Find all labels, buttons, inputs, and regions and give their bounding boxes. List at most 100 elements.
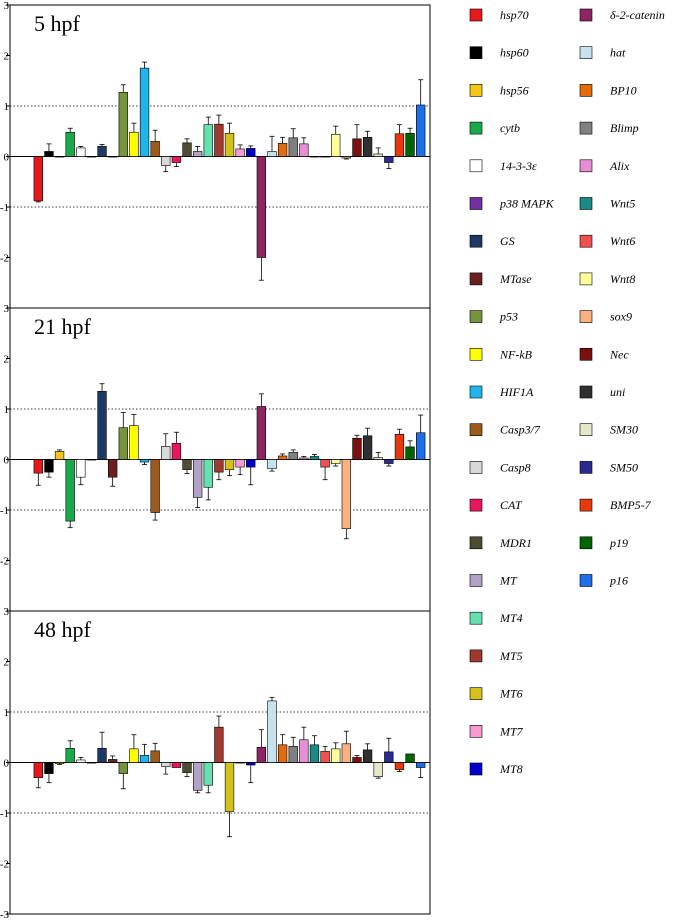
bar-3-29 — [331, 748, 341, 763]
bar-2-5 — [76, 459, 86, 478]
bar-3-30 — [341, 743, 351, 763]
panel-1: 3 2 1 0 -1 -2 5 hpf — [0, 0, 431, 309]
legend-label: MDR1 — [499, 536, 532, 550]
bar-3-36 — [405, 753, 415, 763]
bar-3-33 — [373, 762, 383, 777]
bar-2-4 — [65, 459, 75, 522]
y-tick-label: 0 — [4, 152, 10, 164]
y-tick-label: -1 — [0, 505, 9, 517]
legend-label: Wnt6 — [610, 234, 635, 248]
panel-title: 48 hpf — [34, 617, 92, 642]
bar-1-9 — [118, 92, 128, 157]
legend-swatch — [579, 159, 593, 173]
bar-3-25 — [288, 746, 298, 763]
y-tick-label: 1 — [4, 101, 10, 113]
legend-swatch — [469, 611, 483, 625]
bar-1-33 — [373, 153, 383, 157]
bar-2-29 — [331, 459, 341, 464]
y-tick-label: 2 — [4, 51, 10, 63]
y-tick-label: 3 — [4, 606, 10, 618]
bar-1-30 — [341, 156, 351, 159]
bar-1-31 — [352, 138, 362, 157]
bar-2-33 — [373, 457, 383, 460]
legend-swatch — [469, 762, 483, 776]
bar-2-3 — [54, 451, 65, 460]
bar-2-19 — [224, 459, 235, 470]
legend-label: MT — [499, 574, 518, 588]
legend-swatch — [469, 197, 483, 210]
legend-label: CAT — [500, 498, 523, 512]
legend-swatch — [469, 724, 483, 738]
bar-1-3 — [54, 156, 65, 158]
legend-label: Wnt8 — [610, 272, 635, 286]
legend-swatch — [469, 272, 483, 286]
bar-3-23 — [267, 700, 277, 763]
bar-1-10 — [129, 131, 139, 157]
legend-swatch — [579, 347, 593, 361]
bar-3-2 — [44, 762, 54, 774]
legend-swatch — [579, 272, 593, 286]
legend-swatch — [469, 310, 483, 323]
bar-1-6 — [86, 156, 97, 158]
bar-2-37 — [416, 432, 426, 460]
y-tick-label: 0 — [4, 758, 10, 770]
bar-1-25 — [288, 137, 298, 157]
bar-1-35 — [394, 133, 405, 157]
bar-1-23 — [267, 151, 277, 157]
legend-label: p19 — [609, 536, 628, 550]
legend-label: HIF1A — [499, 385, 534, 399]
bar-2-31 — [352, 437, 362, 460]
legend-label: Nec — [609, 347, 629, 361]
legend-label: MT6 — [499, 687, 523, 701]
legend-label: NF-kB — [499, 347, 533, 361]
panel-title: 5 hpf — [34, 11, 81, 36]
legend-swatch — [469, 234, 483, 248]
bar-3-31 — [352, 757, 362, 763]
y-tick-label: -1 — [0, 808, 9, 820]
legend-label: MT8 — [499, 762, 523, 776]
y-tick-label: -1 — [0, 202, 9, 214]
legend-label: hat — [610, 46, 626, 60]
y-tick-label: 1 — [4, 404, 10, 416]
bar-3-24 — [277, 744, 288, 763]
panel-3: 3 2 1 0 -1 -2 -3 48 hpf — [0, 606, 431, 921]
legend-swatch — [469, 46, 483, 60]
bar-3-16 — [192, 762, 203, 791]
bar-3-5 — [76, 759, 86, 763]
legend-swatch — [469, 121, 483, 135]
legend-swatch — [469, 159, 483, 173]
legend-label: uni — [610, 385, 625, 399]
bar-3-8 — [108, 759, 118, 763]
bar-1-21 — [246, 148, 256, 157]
bar-2-22 — [256, 406, 267, 460]
bar-1-8 — [108, 156, 118, 158]
legend-swatch — [579, 84, 593, 97]
legend-label: SM30 — [610, 423, 638, 437]
bar-3-3 — [54, 762, 65, 764]
legend-label: BP10 — [610, 83, 637, 97]
bar-2-10 — [129, 425, 139, 460]
bar-1-28 — [320, 156, 330, 158]
bar-1-17 — [203, 124, 213, 157]
bar-2-7 — [97, 391, 107, 460]
legend-swatch — [469, 574, 483, 587]
y-tick-label: -2 — [0, 859, 9, 871]
legend-label: 14-3-3ε — [500, 159, 537, 173]
bar-1-24 — [277, 143, 288, 157]
legend: hsp70 hsp60 hsp56 cytb 14-3-3ε p38 MAPK GS MTas… — [469, 8, 665, 776]
legend-swatch — [579, 385, 593, 399]
bar-2-15 — [182, 459, 192, 470]
bar-1-11 — [139, 67, 150, 157]
bar-3-10 — [129, 748, 139, 763]
legend-swatch — [579, 121, 593, 135]
legend-swatch — [469, 536, 483, 550]
bar-3-13 — [161, 762, 171, 767]
bar-1-37 — [416, 104, 426, 157]
bar-2-28 — [320, 459, 330, 468]
legend-swatch — [579, 461, 593, 474]
bar-2-21 — [246, 459, 256, 468]
legend-label: MT5 — [499, 649, 523, 663]
legend-label: Casp3/7 — [500, 423, 541, 437]
bar-3-32 — [362, 749, 373, 763]
legend-label: Casp8 — [500, 460, 531, 474]
